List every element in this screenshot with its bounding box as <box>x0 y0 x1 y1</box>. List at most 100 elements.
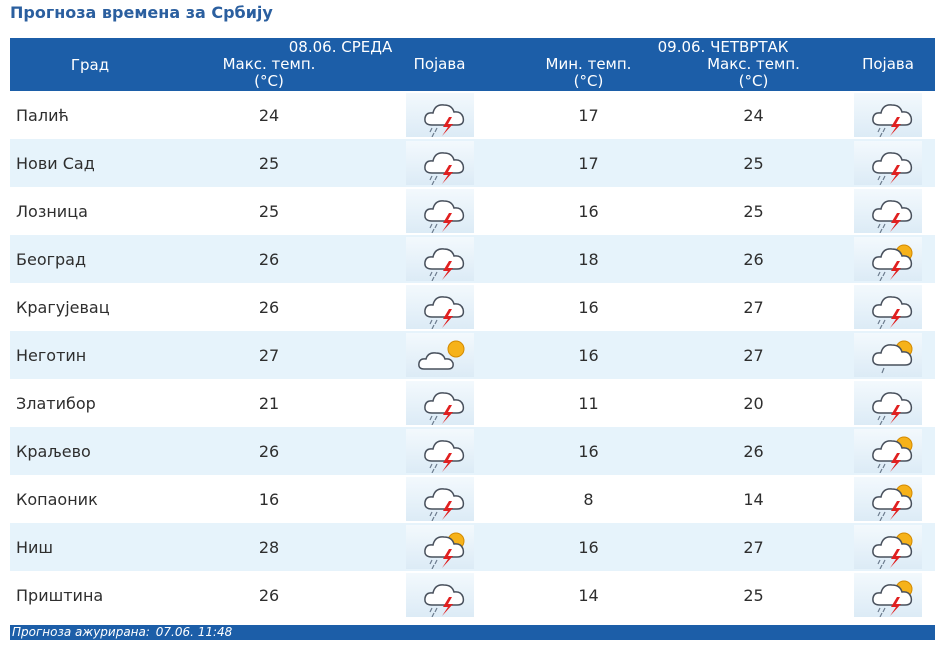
day2-min-temp: 16 <box>578 441 599 461</box>
day2-min-temp-header: Мин. темп. <box>545 55 632 73</box>
city-name: Лозница <box>16 201 88 221</box>
day1-phenomenon-cell <box>368 139 511 187</box>
day1-max-temp: 28 <box>258 537 280 557</box>
thunderstorm-icon <box>405 93 474 137</box>
day2-phenomenon-cell <box>841 571 935 619</box>
day1-max-unit: (°C) <box>254 72 284 90</box>
day2-max-temp: 25 <box>743 585 764 605</box>
day2-max-temp: 14 <box>743 489 764 509</box>
thunderstorm-icon <box>405 189 474 233</box>
update-label: Прогноза ажурирана: <box>12 625 150 639</box>
day1-phenomenon-cell <box>368 91 511 139</box>
page-title: Прогноза времена за Србију <box>10 3 273 22</box>
table-row: Ниш 28 16 27 <box>10 523 936 571</box>
thunderstorm-icon <box>405 285 474 329</box>
day2-phenomenon-cell <box>841 283 935 331</box>
day2-max-temp: 27 <box>743 345 764 365</box>
day2-min-temp: 17 <box>578 105 599 125</box>
table-row: Златибор 21 11 20 <box>10 379 936 427</box>
thunderstorm-icon <box>405 429 474 473</box>
sun-thunderstorm-icon <box>405 525 474 569</box>
day1-date-header: 08.06. СРЕДА <box>288 38 393 56</box>
day1-phenomenon-cell <box>368 331 511 379</box>
day1-phenomenon-cell <box>368 475 511 523</box>
day2-min-temp: 16 <box>578 297 599 317</box>
thunderstorm-icon <box>405 141 474 185</box>
day1-max-temp: 25 <box>258 153 280 173</box>
day2-max-temp: 27 <box>743 297 764 317</box>
day2-max-temp: 27 <box>743 537 764 557</box>
day2-max-temp: 26 <box>743 249 764 269</box>
city-name: Краљево <box>16 441 91 461</box>
day1-max-temp: 21 <box>258 393 280 413</box>
thunderstorm-icon <box>854 381 923 425</box>
day2-min-temp: 16 <box>578 537 599 557</box>
day2-max-unit: (°C) <box>738 72 769 90</box>
sun-shower-icon <box>854 333 923 377</box>
day2-phenomenon-cell <box>841 331 935 379</box>
day2-min-temp: 18 <box>578 249 599 269</box>
day1-max-temp: 26 <box>258 441 280 461</box>
day2-min-temp: 11 <box>578 393 599 413</box>
table-row: Приштина 26 14 25 <box>10 571 936 619</box>
sun-thunderstorm-icon <box>854 525 923 569</box>
day1-phenomenon-cell <box>368 571 511 619</box>
day2-phenomenon-cell <box>841 379 935 427</box>
sun-thunderstorm-icon <box>854 477 923 521</box>
city-column-header: Град <box>70 55 110 74</box>
table-row: Краљево 26 16 26 <box>10 427 936 475</box>
day2-max-temp: 26 <box>743 441 764 461</box>
day2-phenomenon-cell <box>841 427 935 475</box>
city-name: Нови Сад <box>16 153 95 173</box>
day2-max-temp: 25 <box>743 153 764 173</box>
day1-max-temp: 26 <box>258 297 280 317</box>
day1-phenomenon-cell <box>368 523 511 571</box>
day2-phenomenon-cell <box>841 91 935 139</box>
day2-max-temp: 25 <box>743 201 764 221</box>
day1-phenomenon-cell <box>368 283 511 331</box>
table-row: Лозница 25 16 25 <box>10 187 936 235</box>
sun-thunderstorm-icon <box>854 429 923 473</box>
city-name: Златибор <box>16 393 96 413</box>
day2-date-header: 09.06. ЧЕТВРТАК <box>657 38 789 56</box>
day1-phenomenon-cell <box>368 379 511 427</box>
thunderstorm-icon <box>405 477 474 521</box>
table-row: Београд 26 18 26 <box>10 235 936 283</box>
day1-phenomenon-cell <box>368 427 511 475</box>
update-timestamp: 07.06. 11:48 <box>155 625 233 639</box>
day2-max-temp-header: Макс. темп. <box>707 55 800 73</box>
day1-max-temp: 25 <box>258 201 280 221</box>
day1-max-temp: 16 <box>258 489 280 509</box>
forecast-table: Град 08.06. СРЕДА 09.06. ЧЕТВРТАК Макс. … <box>10 38 936 619</box>
day2-min-temp: 14 <box>578 585 599 605</box>
partly-cloudy-icon <box>405 333 474 377</box>
city-name: Неготин <box>16 345 87 365</box>
thunderstorm-icon <box>854 189 923 233</box>
day2-min-temp: 16 <box>578 345 599 365</box>
day2-max-temp: 20 <box>743 393 764 413</box>
city-name: Приштина <box>16 585 104 605</box>
day1-phenomenon-header: Појава <box>413 55 466 73</box>
day1-phenomenon-cell <box>368 187 511 235</box>
city-name: Копаоник <box>16 489 98 509</box>
day2-max-temp: 24 <box>743 105 764 125</box>
thunderstorm-icon <box>405 381 474 425</box>
table-row: Палић 24 17 24 <box>10 91 936 139</box>
thunderstorm-icon <box>405 237 474 281</box>
city-name: Београд <box>16 249 87 269</box>
thunderstorm-icon <box>854 285 923 329</box>
day2-phenomenon-cell <box>841 235 935 283</box>
city-name: Ниш <box>16 537 54 557</box>
day2-phenomenon-cell <box>841 523 935 571</box>
table-row: Неготин 27 16 27 <box>10 331 936 379</box>
day1-max-temp: 26 <box>258 249 280 269</box>
day2-phenomenon-cell <box>841 139 935 187</box>
day2-min-temp: 8 <box>583 489 594 509</box>
update-footer: Прогноза ажурирана: 07.06. 11:48 <box>10 625 935 640</box>
day1-max-temp: 27 <box>258 345 280 365</box>
day2-phenomenon-header: Појава <box>862 55 914 73</box>
thunderstorm-icon <box>405 573 474 617</box>
thunderstorm-icon <box>854 93 923 137</box>
day2-phenomenon-cell <box>841 475 935 523</box>
table-row: Нови Сад 25 17 25 <box>10 139 936 187</box>
